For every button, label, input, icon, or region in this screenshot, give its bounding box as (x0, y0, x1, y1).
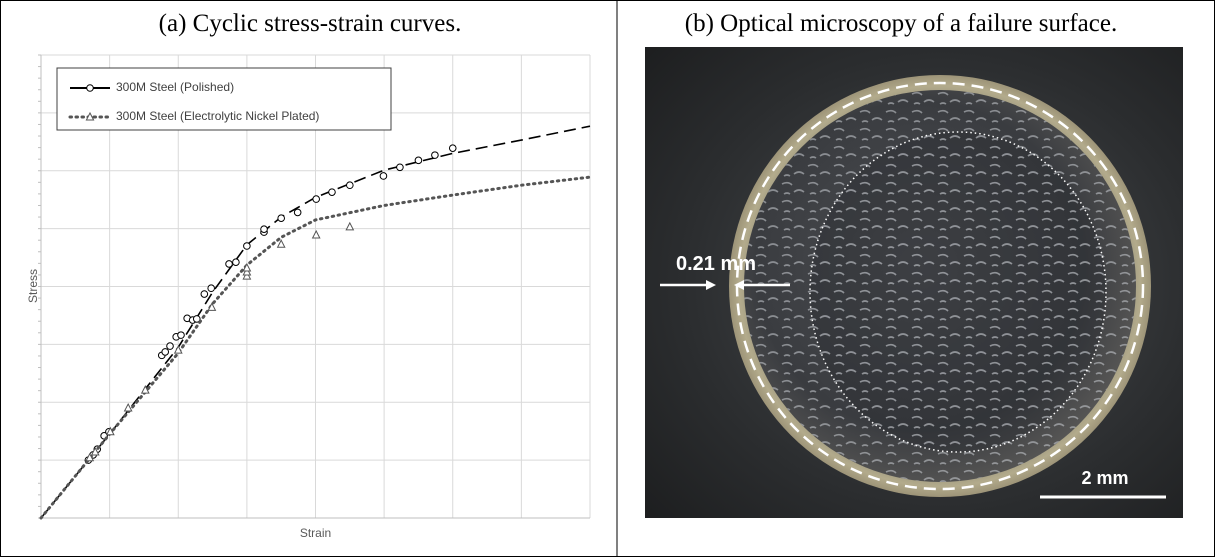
data-point (278, 240, 285, 247)
data-point (201, 291, 208, 298)
data-point (125, 404, 132, 411)
legend: 300M Steel (Polished) 300M Steel (Electro… (57, 68, 391, 130)
data-point (449, 145, 456, 152)
caption: (a) Cyclic stress-strain curves. (159, 10, 462, 37)
thickness-label: 0.21 mm (676, 253, 756, 275)
legend-marker (87, 85, 94, 92)
data-point (162, 349, 169, 356)
data-point (313, 196, 320, 203)
data-point (226, 261, 233, 268)
y-axis-label: Stress (26, 269, 40, 303)
figure: (a) Cyclic stress-strain curves. (b) Opt… (0, 0, 1215, 557)
data-point (233, 259, 240, 266)
data-point (208, 285, 215, 292)
data-point (167, 343, 174, 350)
legend-label: 300M Steel (Polished) (116, 80, 234, 94)
data-point (397, 164, 404, 171)
legend-label: 300M Steel (Electrolytic Nickel Plated) (116, 109, 319, 123)
caption: (b) Optical microscopy of a failure surf… (685, 10, 1117, 37)
data-point (432, 152, 439, 159)
data-point (347, 182, 354, 189)
data-point (380, 173, 387, 180)
data-point (278, 215, 285, 222)
data-point (294, 209, 301, 216)
data-point (261, 226, 268, 233)
data-point (178, 332, 185, 339)
scale-bar-label: 2 mm (1081, 468, 1128, 488)
micrograph: 0.21 mm 2 mm (645, 47, 1183, 518)
data-point (415, 157, 422, 164)
x-axis-label: Strain (300, 526, 331, 540)
data-point (346, 223, 353, 230)
data-point (329, 189, 336, 196)
data-point (244, 243, 251, 250)
data-point (313, 231, 320, 238)
